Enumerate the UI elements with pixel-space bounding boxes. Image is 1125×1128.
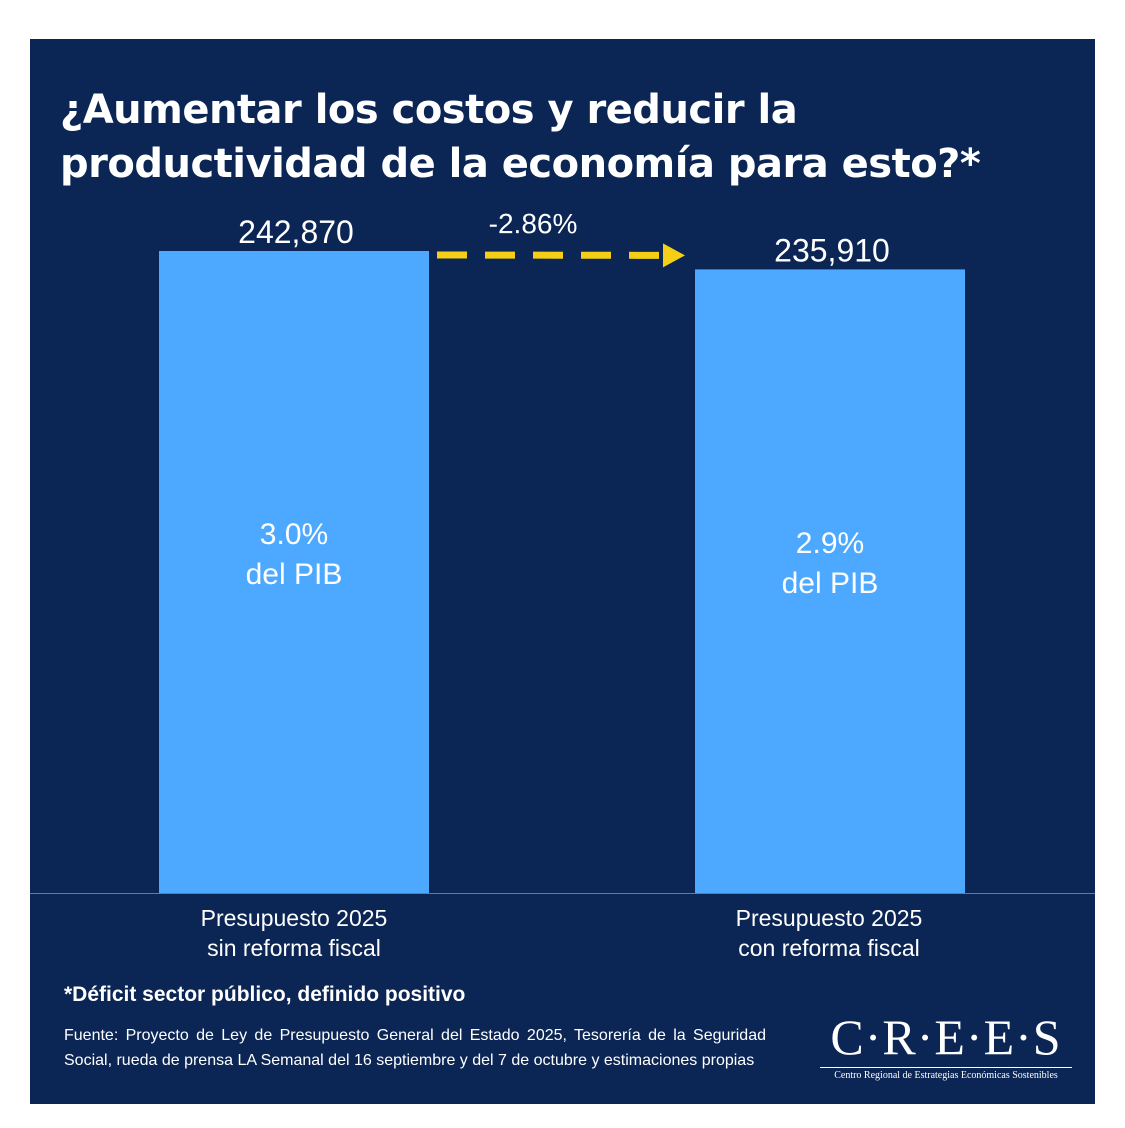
bar-2-pib-label: del PIB [782, 567, 879, 600]
category-label-2-line-2: con reforma fiscal [738, 935, 920, 961]
value-label-2: 235,910 [774, 232, 890, 268]
bar-2 [695, 269, 965, 893]
bar-1-pct-label: 3.0% [260, 518, 328, 551]
change-arrow-head [662, 243, 685, 268]
bar-2-pct-label: 2.9% [796, 527, 864, 560]
logo-divider [820, 1067, 1072, 1068]
footnote: *Déficit sector público, definido positi… [64, 983, 466, 1006]
category-label-1: Presupuesto 2025 sin reforma fiscal [114, 903, 474, 963]
bar-1 [159, 251, 429, 893]
category-label-2-line-1: Presupuesto 2025 [735, 905, 923, 931]
category-label-1-line-2: sin reforma fiscal [207, 935, 381, 961]
logo-subtitle: Centro Regional de Estrategias Económica… [834, 1070, 1058, 1081]
infographic-panel: ¿Aumentar los costos y reducir la produc… [30, 39, 1095, 1104]
value-label-1: 242,870 [238, 214, 354, 250]
bar-chart: 242,870 3.0% del PIB 235,910 2.9% del PIB -2.8… [30, 208, 1095, 894]
source-note: Fuente: Proyecto de Ley de Presupuesto G… [64, 1027, 766, 1069]
bar-1-pib-label: del PIB [246, 558, 343, 591]
category-label-2: Presupuesto 2025 con reforma fiscal [649, 903, 1009, 963]
category-label-1-line-1: Presupuesto 2025 [200, 905, 388, 931]
logo-name: C·R·E·E·S [830, 1009, 1062, 1065]
chart-title: ¿Aumentar los costos y reducir la produc… [60, 87, 981, 187]
crees-logo: C·R·E·E·S Centro Regional de Estrategias… [816, 1009, 1076, 1089]
change-label: -2.86% [489, 208, 578, 239]
